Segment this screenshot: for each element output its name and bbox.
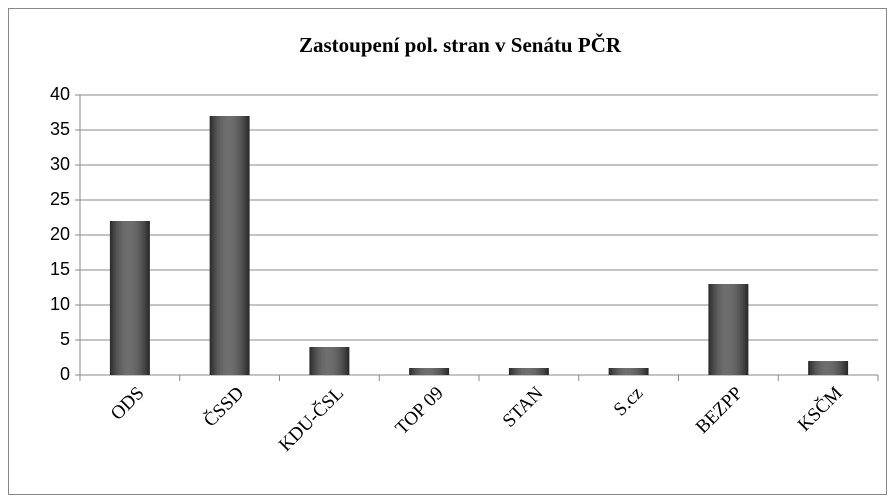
chart-border <box>8 8 887 495</box>
y-tick-label: 0 <box>60 364 70 384</box>
bar-shade <box>309 347 350 375</box>
y-tick-label: 30 <box>50 154 70 174</box>
y-tick-label: 25 <box>50 189 70 209</box>
y-tick-label: 5 <box>60 329 70 349</box>
bar-shade <box>409 368 450 375</box>
y-tick-label: 15 <box>50 259 70 279</box>
bar-shade <box>708 284 749 375</box>
y-tick-label: 35 <box>50 119 70 139</box>
chart-title: Zastoupení pol. stran v Senátu PČR <box>299 33 622 57</box>
y-tick-label: 20 <box>50 224 70 244</box>
y-tick-label: 40 <box>50 84 70 104</box>
bar-shade <box>808 361 849 375</box>
bar-shade <box>209 116 250 375</box>
bar-shade <box>608 368 649 375</box>
bar-shade <box>508 368 549 375</box>
y-tick-label: 10 <box>50 294 70 314</box>
bar-shade <box>109 221 150 375</box>
